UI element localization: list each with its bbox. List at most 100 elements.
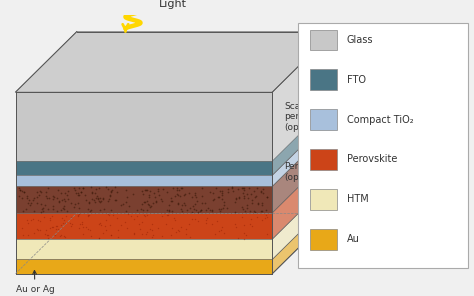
Point: [246, 209, 254, 213]
Point: [173, 185, 181, 190]
Point: [234, 235, 242, 240]
Point: [74, 214, 82, 219]
Point: [68, 221, 75, 226]
Point: [57, 223, 65, 227]
Point: [68, 201, 75, 205]
Point: [158, 233, 165, 238]
Point: [85, 200, 92, 205]
Point: [121, 220, 129, 224]
Point: [198, 194, 205, 198]
Point: [74, 192, 82, 197]
Point: [108, 189, 115, 194]
Point: [164, 213, 171, 218]
Point: [203, 215, 210, 220]
Point: [90, 197, 98, 202]
Point: [64, 208, 71, 213]
Point: [201, 201, 209, 205]
Point: [112, 197, 119, 202]
Point: [95, 185, 102, 190]
Point: [165, 208, 173, 213]
Point: [54, 209, 61, 213]
Point: [245, 186, 252, 190]
Point: [44, 236, 52, 241]
Point: [158, 213, 166, 218]
Point: [213, 219, 220, 223]
Point: [41, 232, 49, 237]
Point: [171, 218, 179, 222]
Point: [252, 194, 259, 199]
Point: [43, 232, 51, 237]
Point: [64, 189, 72, 193]
Point: [96, 199, 103, 203]
Point: [173, 230, 180, 235]
Point: [231, 222, 239, 226]
FancyBboxPatch shape: [310, 229, 337, 250]
Point: [36, 228, 44, 233]
Point: [189, 194, 196, 199]
Point: [254, 201, 261, 206]
Point: [241, 194, 248, 199]
Point: [177, 207, 184, 212]
Point: [23, 196, 31, 201]
Point: [202, 218, 210, 223]
Point: [104, 211, 111, 216]
Point: [100, 207, 108, 211]
Text: Perovskite: Perovskite: [347, 155, 397, 165]
Point: [61, 199, 69, 204]
Point: [175, 187, 182, 192]
Point: [199, 200, 206, 205]
Point: [64, 197, 72, 202]
Polygon shape: [16, 186, 273, 213]
Point: [40, 214, 47, 219]
Point: [23, 193, 30, 198]
Point: [104, 186, 112, 191]
Point: [182, 226, 190, 231]
Point: [49, 207, 56, 211]
Polygon shape: [273, 126, 334, 213]
Point: [217, 188, 224, 193]
Point: [53, 223, 61, 228]
Point: [202, 221, 210, 226]
Point: [167, 233, 174, 238]
Point: [33, 226, 41, 231]
Point: [258, 201, 266, 205]
Point: [61, 220, 69, 225]
Point: [143, 188, 151, 193]
Point: [146, 226, 154, 231]
Point: [188, 209, 196, 214]
Point: [253, 186, 261, 191]
Point: [246, 222, 254, 227]
Point: [232, 200, 239, 205]
Point: [98, 198, 105, 203]
Point: [228, 185, 236, 190]
Point: [145, 193, 152, 198]
Point: [176, 229, 183, 233]
Point: [61, 203, 68, 208]
Polygon shape: [273, 32, 334, 161]
Point: [257, 208, 264, 213]
Point: [190, 203, 197, 208]
Point: [198, 207, 205, 212]
Point: [87, 234, 94, 239]
Point: [248, 224, 256, 229]
Point: [247, 191, 255, 196]
Point: [34, 190, 41, 194]
Point: [138, 188, 146, 193]
Point: [209, 197, 216, 202]
Point: [91, 191, 99, 195]
Point: [61, 191, 69, 196]
Point: [16, 193, 23, 198]
Point: [177, 225, 184, 230]
Point: [75, 186, 82, 191]
Point: [173, 188, 181, 192]
Point: [49, 225, 57, 229]
Point: [61, 235, 69, 239]
Point: [123, 194, 130, 199]
Point: [212, 186, 219, 190]
Point: [113, 189, 121, 194]
Point: [75, 212, 83, 217]
Point: [212, 232, 219, 237]
Point: [19, 209, 27, 214]
Point: [178, 209, 185, 214]
Point: [215, 194, 222, 199]
